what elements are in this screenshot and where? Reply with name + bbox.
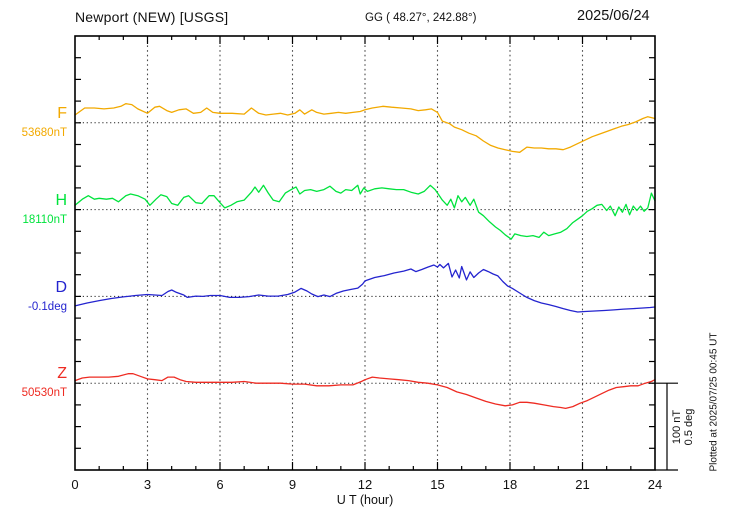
trace-F [74, 103, 656, 153]
x-tick-24: 24 [647, 477, 663, 492]
x-axis-label: U T (hour) [336, 493, 394, 507]
x-tick-9: 9 [288, 477, 297, 492]
trace-D [74, 262, 656, 313]
x-tick-3: 3 [143, 477, 152, 492]
baseline-value-H: 18110nT [22, 214, 67, 226]
plotted-at-timestamp: Plotted at 2025/07/25 00:45 UT [708, 332, 720, 472]
x-tick-15: 15 [430, 477, 445, 492]
baseline-value-D: -0.1deg [27, 301, 67, 313]
plot-frame [74, 35, 656, 471]
baseline-value-Z: 50530nT [21, 387, 67, 399]
trace-label-Z: Z [57, 365, 67, 382]
x-tick-18: 18 [502, 477, 518, 492]
scale-bar-label-deg: 0.5 deg [683, 408, 695, 446]
trace-label-D: D [55, 279, 67, 296]
baseline-value-F: 53680nT [21, 127, 67, 139]
plot-date: 2025/06/24 [577, 8, 650, 24]
trace-label-H: H [55, 192, 67, 209]
trace-H [74, 184, 656, 240]
scale-bar-label-nT: 100 nT [671, 409, 683, 445]
trace-Z [74, 373, 656, 410]
x-tick-21: 21 [575, 477, 590, 492]
x-tick-6: 6 [216, 477, 224, 492]
trace-label-F: F [57, 105, 67, 122]
station-title: Newport (NEW) [USGS] [75, 9, 229, 25]
x-tick-12: 12 [357, 477, 373, 492]
x-tick-0: 0 [71, 477, 79, 492]
geographic-coordinates: GG ( 48.27°, 242.88°) [365, 12, 477, 24]
